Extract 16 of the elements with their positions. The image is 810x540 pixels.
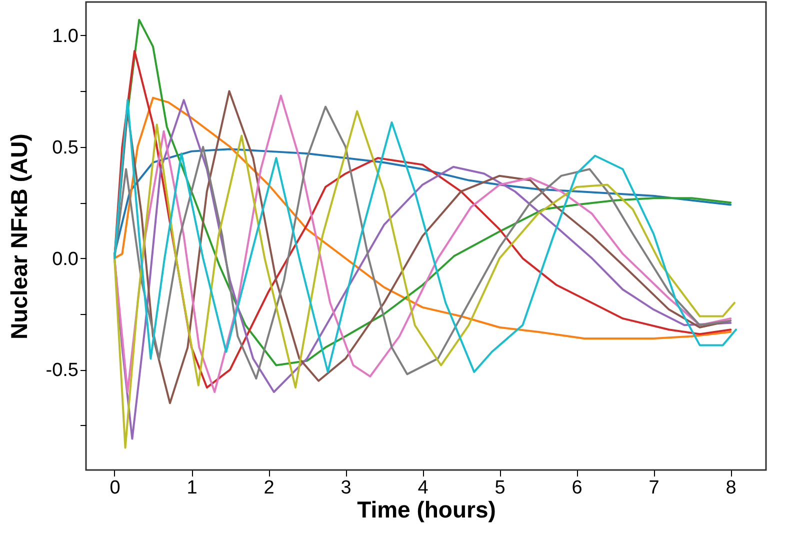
x-tick-label: 2 <box>264 478 274 498</box>
x-tick-label: 4 <box>418 478 429 498</box>
x-tick-label: 6 <box>572 478 582 498</box>
y-tick-label: 0.0 <box>52 248 78 270</box>
y-tick-label: 1.0 <box>52 26 78 47</box>
x-tick-label: 8 <box>726 478 736 498</box>
line-series <box>113 148 732 255</box>
x-tick-label: 1 <box>186 478 198 498</box>
y-tick-label: 0.5 <box>52 137 78 158</box>
y-tick-label: -0.5 <box>46 360 78 382</box>
x-tick-label: 7 <box>648 478 660 498</box>
x-axis-title: Time (hours) <box>357 496 496 522</box>
x-tick-label: 5 <box>494 478 506 498</box>
x-tick-label: 3 <box>340 478 352 498</box>
x-tick-label: 0 <box>110 478 120 498</box>
y-axis-title: Nuclear NFκB (AU) <box>6 134 32 340</box>
